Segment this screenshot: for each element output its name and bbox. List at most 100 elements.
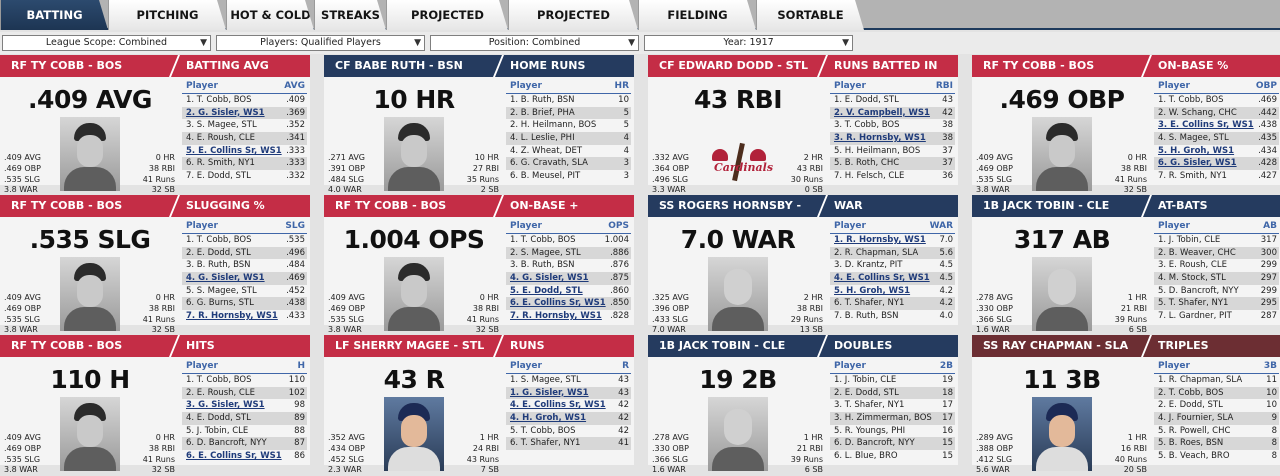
leader-row[interactable]: 5. T. Cobb, BOS 42 <box>506 425 631 438</box>
leader-name[interactable]: 7. H. Felsch, CLE <box>834 171 905 182</box>
leader-row[interactable]: 6. G. Cravath, SLA 3 <box>506 157 631 171</box>
leader-row[interactable]: 7. E. Dodd, STL .332 <box>182 170 307 183</box>
leader-name[interactable]: 6. E. Collins Sr, WS1 <box>510 298 606 309</box>
player-column-header[interactable]: Player <box>1158 81 1190 91</box>
leader-name[interactable]: 5. T. Shafer, NY1 <box>1158 298 1229 309</box>
leader-row[interactable]: 6. E. Collins Sr, WS1 .850 <box>506 297 631 311</box>
player-column-header[interactable]: Player <box>1158 221 1190 231</box>
leader-row[interactable]: 5. B. Veach, BRO 8 <box>1154 450 1279 463</box>
leader-row[interactable]: 2. V. Campbell, WS1 42 <box>830 106 955 120</box>
leader-name[interactable]: 2. S. Magee, STL <box>510 247 581 258</box>
tab-sortable-stats[interactable]: SORTABLE STATS <box>756 0 864 30</box>
player-header[interactable]: 1B JACK TOBIN - CLE <box>648 335 826 357</box>
player-column-header[interactable]: Player <box>834 221 866 231</box>
leader-row[interactable]: 6. E. Collins Sr, WS1 86 <box>182 450 307 463</box>
leader-row[interactable]: 5. E. Collins Sr, WS1 .333 <box>182 145 307 158</box>
leader-row[interactable]: 1. T. Cobb, BOS .469 <box>1154 94 1279 107</box>
leader-name[interactable]: 1. J. Tobin, CLE <box>834 375 897 385</box>
leader-row[interactable]: 4. E. Collins Sr, WS1 42 <box>506 399 631 412</box>
leader-name[interactable]: 1. R. Hornsby, WS1 <box>834 235 926 245</box>
leader-row[interactable]: 6. G. Burns, STL .438 <box>182 297 307 311</box>
leader-row[interactable]: 2. E. Dodd, STL 10 <box>1154 399 1279 412</box>
leader-row[interactable]: 3. D. Krantz, PIT 4.5 <box>830 259 955 272</box>
leader-name[interactable]: 4. E. Roush, CLE <box>186 133 255 144</box>
leader-name[interactable]: 4. E. Dodd, STL <box>186 413 251 424</box>
stat-column-header[interactable]: WAR <box>929 221 953 231</box>
leader-name[interactable]: 3. H. Zimmerman, BOS <box>834 413 932 424</box>
leader-row[interactable]: 4. L. Leslie, PHI 4 <box>506 132 631 145</box>
leader-row[interactable]: 5. E. Dodd, STL .860 <box>506 285 631 298</box>
leader-row[interactable]: 3. S. Magee, STL .352 <box>182 119 307 132</box>
leader-row[interactable]: 2. E. Roush, CLE 102 <box>182 386 307 400</box>
leader-name[interactable]: 1. T. Cobb, BOS <box>510 235 576 245</box>
stat-column-header[interactable]: SLG <box>285 221 305 231</box>
leader-name[interactable]: 4. H. Groh, WS1 <box>510 413 587 424</box>
leader-name[interactable]: 1. B. Ruth, BSN <box>510 95 575 105</box>
leader-name[interactable]: 4. S. Magee, STL <box>1158 133 1229 144</box>
leader-name[interactable]: 4. J. Fournier, SLA <box>1158 413 1234 424</box>
leader-row[interactable]: 5. S. Magee, STL .452 <box>182 285 307 298</box>
leader-row[interactable]: 6. B. Meusel, PIT 3 <box>506 170 631 183</box>
player-column-header[interactable]: Player <box>834 81 866 91</box>
stat-column-header[interactable]: OBP <box>1255 81 1277 91</box>
leader-name[interactable]: 2. W. Schang, CHC <box>1158 107 1237 118</box>
leader-row[interactable]: 7. R. Hornsby, WS1 .433 <box>182 310 307 323</box>
leader-row[interactable]: 3. B. Ruth, BSN .876 <box>506 259 631 272</box>
stat-column-header[interactable]: RBI <box>935 81 953 91</box>
leader-name[interactable]: 3. B. Ruth, BSN <box>510 260 575 271</box>
leader-name[interactable]: 1. G. Sisler, WS1 <box>510 387 589 398</box>
leader-name[interactable]: 2. V. Campbell, WS1 <box>834 107 930 118</box>
leader-name[interactable]: 5. B. Roth, CHC <box>834 158 900 169</box>
leader-row[interactable]: 6. L. Blue, BRO 15 <box>830 450 955 463</box>
stat-column-header[interactable]: 3B <box>1263 361 1277 371</box>
player-header[interactable]: 1B JACK TOBIN - CLE <box>972 195 1150 217</box>
player-column-header[interactable]: Player <box>510 81 542 91</box>
leader-row[interactable]: 2. E. Dodd, STL 18 <box>830 386 955 400</box>
leader-row[interactable]: 6. D. Bancroft, NYY 87 <box>182 437 307 451</box>
leader-row[interactable]: 4. Z. Wheat, DET 4 <box>506 145 631 158</box>
leader-row[interactable]: 5. B. Roes, BSN 8 <box>1154 437 1279 451</box>
leader-row[interactable]: 1. G. Sisler, WS1 43 <box>506 386 631 400</box>
leader-name[interactable]: 5. E. Collins Sr, WS1 <box>186 145 282 156</box>
leader-row[interactable]: 7. R. Hornsby, WS1 .828 <box>506 310 631 323</box>
leader-row[interactable]: 7. L. Gardner, PIT 287 <box>1154 310 1279 323</box>
leader-name[interactable]: 3. E. Roush, CLE <box>1158 260 1227 271</box>
player-column-header[interactable]: Player <box>1158 361 1190 371</box>
player-column-header[interactable]: Player <box>510 221 542 231</box>
leader-row[interactable]: 1. R. Chapman, SLA 11 <box>1154 374 1279 387</box>
leader-row[interactable]: 4. E. Collins Sr, WS1 4.5 <box>830 272 955 285</box>
leader-name[interactable]: 2. T. Cobb, BOS <box>1158 387 1224 398</box>
leader-name[interactable]: 5. R. Powell, CHC <box>1158 425 1231 436</box>
leader-name[interactable]: 4. E. Collins Sr, WS1 <box>510 400 606 411</box>
leader-row[interactable]: 6. G. Sisler, WS1 .428 <box>1154 157 1279 171</box>
leader-row[interactable]: 1. T. Cobb, BOS 110 <box>182 374 307 387</box>
leader-row[interactable]: 2. S. Magee, STL .886 <box>506 246 631 260</box>
leader-row[interactable]: 3. E. Roush, CLE 299 <box>1154 259 1279 272</box>
leader-name[interactable]: 4. G. Sisler, WS1 <box>510 273 589 284</box>
leader-row[interactable]: 4. S. Magee, STL .435 <box>1154 132 1279 145</box>
leader-name[interactable]: 2. E. Dodd, STL <box>834 387 899 398</box>
leader-name[interactable]: 4. M. Stock, STL <box>1158 273 1226 284</box>
leader-row[interactable]: 3. R. Hornsby, WS1 38 <box>830 132 955 145</box>
leader-row[interactable]: 1. T. Cobb, BOS 1.004 <box>506 234 631 247</box>
stat-column-header[interactable]: 2B <box>939 361 953 371</box>
leader-row[interactable]: 5. H. Groh, WS1 4.2 <box>830 285 955 298</box>
leader-row[interactable]: 2. B. Brief, PHA 5 <box>506 106 631 120</box>
leader-name[interactable]: 1. T. Cobb, BOS <box>186 375 252 385</box>
leader-row[interactable]: 4. G. Sisler, WS1 .469 <box>182 272 307 285</box>
stat-column-header[interactable]: OPS <box>608 221 629 231</box>
leader-name[interactable]: 6. B. Meusel, PIT <box>510 171 581 182</box>
leader-name[interactable]: 7. L. Gardner, PIT <box>1158 311 1232 322</box>
leader-name[interactable]: 6. R. Smith, NY1 <box>186 158 255 169</box>
player-header[interactable]: RF TY COBB - BOS <box>0 55 178 77</box>
leader-row[interactable]: 1. E. Dodd, STL 43 <box>830 94 955 107</box>
leader-row[interactable]: 5. D. Bancroft, NYY 299 <box>1154 285 1279 298</box>
leader-row[interactable]: 2. H. Heilmann, BOS 5 <box>506 119 631 132</box>
leader-name[interactable]: 3. T. Cobb, BOS <box>834 120 900 131</box>
leader-name[interactable]: 4. G. Sisler, WS1 <box>186 273 265 284</box>
stat-column-header[interactable]: HR <box>614 81 629 91</box>
year-select[interactable]: Year: 1917 ▼ <box>644 35 853 51</box>
leader-name[interactable]: 5. T. Cobb, BOS <box>510 425 576 436</box>
player-header[interactable]: RF TY COBB - BOS <box>0 335 178 357</box>
leader-row[interactable]: 2. B. Weaver, CHC 300 <box>1154 246 1279 260</box>
